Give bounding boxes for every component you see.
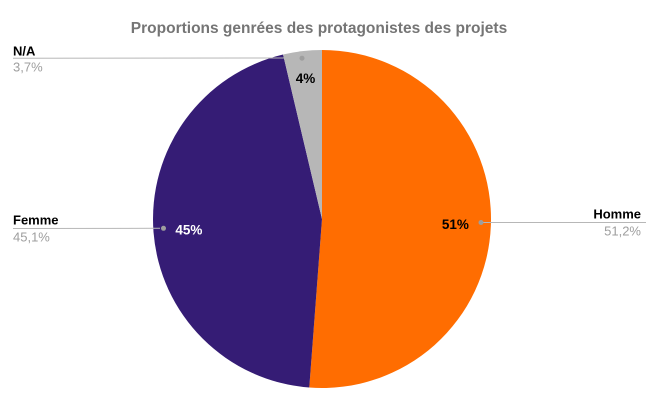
callout-femme-name: Femme — [13, 213, 59, 228]
pie-slice-femme[interactable] — [153, 54, 322, 388]
callout-na-name: N/A — [13, 44, 36, 59]
callout-femme-dot — [161, 225, 166, 231]
callout-na-value: 3,7% — [13, 60, 43, 75]
slice-value-label: 4% — [296, 71, 316, 86]
slice-value-label: 45% — [175, 222, 202, 237]
callout-homme-name: Homme — [593, 207, 641, 222]
pie-slice-n-a[interactable] — [283, 50, 322, 219]
pie-slice-homme[interactable] — [309, 50, 491, 389]
slice-value-label: 51% — [442, 217, 469, 232]
callout-homme-value: 51,2% — [604, 224, 641, 239]
callout-femme-value: 45,1% — [13, 230, 50, 245]
callout-femme: Femme 45,1% — [12, 213, 166, 245]
callout-na: N/A 3,7% — [12, 44, 305, 75]
pie-slices — [153, 50, 491, 389]
callout-na-dot — [299, 55, 305, 61]
slice-labels: 51% 45% 4% — [175, 71, 469, 238]
callout-homme: Homme 51,2% — [478, 207, 646, 239]
chart-title: Proportions genrées des protagonistes de… — [131, 20, 507, 37]
callout-homme-dot — [478, 220, 484, 225]
